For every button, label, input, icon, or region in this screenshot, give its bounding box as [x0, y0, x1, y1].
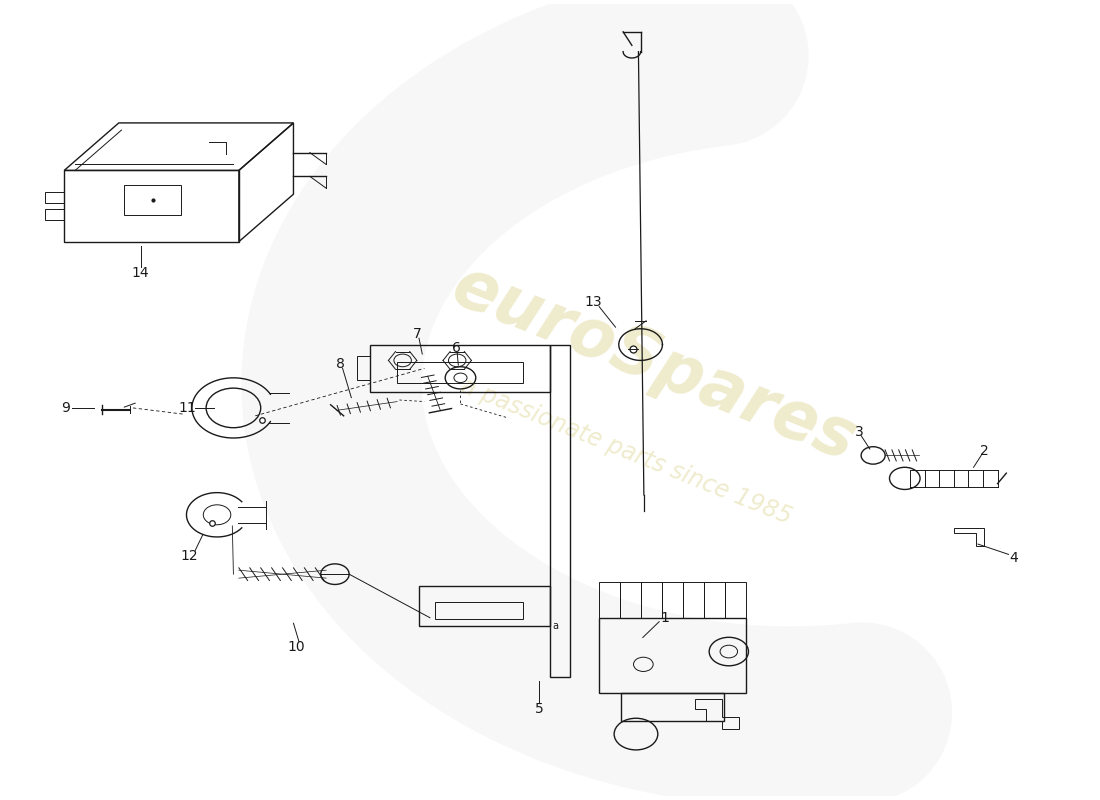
Text: 7: 7 [412, 327, 421, 342]
Text: 10: 10 [288, 640, 306, 654]
Text: 12: 12 [180, 549, 199, 563]
Text: 14: 14 [132, 266, 150, 280]
Text: 5: 5 [535, 702, 543, 716]
Text: 9: 9 [60, 401, 69, 415]
Text: a passionate parts since 1985: a passionate parts since 1985 [458, 374, 795, 529]
Text: 2: 2 [980, 444, 989, 458]
Text: 4: 4 [1010, 551, 1019, 566]
Text: a: a [552, 621, 558, 630]
Text: 1: 1 [660, 611, 669, 626]
Text: 13: 13 [585, 295, 603, 309]
Text: 6: 6 [452, 341, 461, 354]
Text: 8: 8 [336, 357, 344, 370]
Text: euroSpares: euroSpares [442, 254, 866, 475]
Text: 11: 11 [178, 401, 197, 415]
Text: 3: 3 [855, 425, 864, 438]
